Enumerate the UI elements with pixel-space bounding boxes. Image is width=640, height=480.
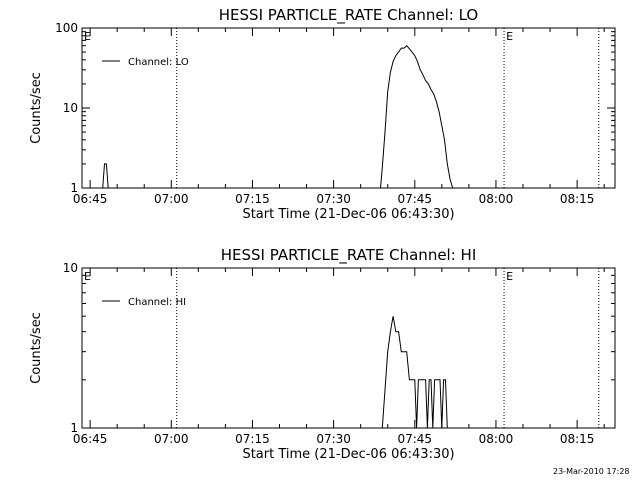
x-tick-label: 07:15 xyxy=(235,192,270,206)
y-tick-label: 10 xyxy=(63,101,78,115)
event-marker-label: E xyxy=(506,30,513,43)
series-line-0 xyxy=(100,44,454,189)
chart-title: HESSI PARTICLE_RATE Channel: LO xyxy=(219,6,478,25)
plot-frame xyxy=(81,267,616,429)
plot-frame xyxy=(81,27,616,189)
x-tick-label: 07:45 xyxy=(397,432,432,446)
x-tick-label: 08:15 xyxy=(560,192,595,206)
y-tick-label: 1 xyxy=(70,421,78,435)
x-tick-label: 07:15 xyxy=(235,432,270,446)
chart-title: HESSI PARTICLE_RATE Channel: HI xyxy=(221,246,477,265)
y-tick-label: 1 xyxy=(70,181,78,195)
legend-label: Channel: HI xyxy=(128,297,186,308)
x-tick-label: 08:00 xyxy=(479,192,514,206)
x-tick-label: 08:15 xyxy=(560,432,595,446)
x-axis-label: Start Time (21-Dec-06 06:43:30) xyxy=(242,207,454,222)
y-tick-label: 100 xyxy=(55,21,78,35)
series-line-0 xyxy=(381,316,448,429)
x-tick-label: 07:00 xyxy=(154,432,189,446)
x-tick-label: 06:45 xyxy=(73,192,108,206)
x-tick-label: 07:30 xyxy=(316,432,351,446)
y-tick-label: 10 xyxy=(63,261,78,275)
timestamp: 23-Mar-2010 17:28 xyxy=(553,467,630,476)
event-marker-label: E xyxy=(84,30,91,43)
event-marker-label: E xyxy=(84,270,91,283)
x-axis-label: Start Time (21-Dec-06 06:43:30) xyxy=(242,447,454,462)
y-axis-label: Counts/sec xyxy=(29,312,44,384)
x-tick-label: 08:00 xyxy=(479,432,514,446)
event-marker-label: E xyxy=(506,270,513,283)
panel-hi: HESSI PARTICLE_RATE Channel: HI 06:45 07:0… xyxy=(29,246,616,462)
x-tick-label: 06:45 xyxy=(73,432,108,446)
x-tick-label: 07:45 xyxy=(397,192,432,206)
legend-label: Channel: LO xyxy=(128,57,189,68)
x-tick-label: 07:00 xyxy=(154,192,189,206)
panel-lo: HESSI PARTICLE_RATE Channel: LO 06:45 07:0… xyxy=(29,6,616,222)
y-axis-label: Counts/sec xyxy=(29,72,44,144)
x-tick-label: 07:30 xyxy=(316,192,351,206)
